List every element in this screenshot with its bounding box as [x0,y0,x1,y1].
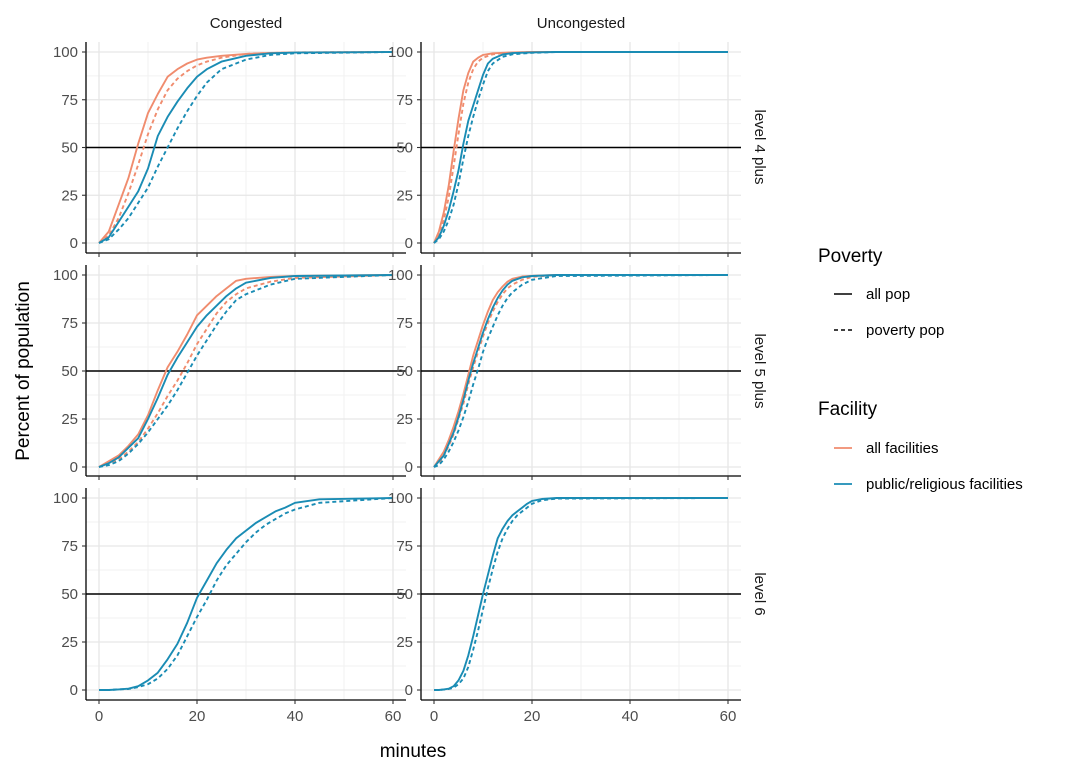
y-tick-label: 25 [396,187,413,204]
x-tick-label: 20 [189,708,206,725]
y-tick-label: 25 [396,634,413,651]
series-line-public-religious-facilities-poverty-pop [434,497,729,691]
strip-label-level-6: level 6 [751,572,768,615]
legend-title-facility: Facility [818,399,878,420]
series-line-public-religious-facilities-all-pop [433,51,728,244]
y-tick-label: 75 [61,538,78,555]
x-tick-label: 60 [385,708,402,725]
series-line-all-facilities-poverty-pop [98,274,394,468]
y-tick-label: 25 [61,187,78,204]
y-tick-label: 100 [53,490,78,507]
y-tick-label: 50 [61,363,78,380]
series-line-public-religious-facilities-all-pop [98,274,394,468]
series-line-all-facilities-all-pop [98,274,394,468]
panel-congested-level-4-plus: 0 25 50 75 100 [53,42,406,257]
panel-uncongested-level-4-plus: 0 25 50 75 100 [388,42,741,257]
panel-congested-level-5-plus: 0 25 50 75 100 [53,265,406,480]
legend-label-all-pop: all pop [866,286,910,303]
series-line-public-religious-facilities-all-pop [433,274,728,468]
y-tick-label: 100 [388,44,413,61]
y-tick-label: 100 [53,267,78,284]
y-tick-label: 0 [405,682,413,699]
strip-label-uncongested: Uncongested [537,15,625,32]
legend: Poverty all pop poverty pop Facility all… [818,246,1023,493]
legend-title-poverty: Poverty [818,246,883,267]
y-tick-label: 75 [396,538,413,555]
legend-label-poverty-pop: poverty pop [866,322,944,339]
y-tick-label: 0 [70,235,78,252]
series-line-public-religious-facilities-poverty-pop [98,51,394,244]
y-tick-label: 50 [61,586,78,603]
y-tick-label: 100 [53,44,78,61]
legend-label-all-facilities: all facilities [866,440,939,457]
panels-layer: 0 25 50 75 100 0 25 50 75 100 0 25 50 75 100 0 25 50 75 100… [53,42,741,725]
y-tick-label: 0 [70,682,78,699]
y-tick-label: 50 [396,140,413,157]
x-tick-label: 20 [524,708,541,725]
legend-label-public-religious-facilities: public/religious facilities [866,476,1023,493]
series-line-public-religious-facilities-all-pop [98,51,394,244]
y-tick-label: 25 [61,411,78,428]
panel-congested-level-6: 0 25 50 75 100 0 20 40 60 [53,488,406,725]
x-tick-label: 40 [622,708,639,725]
series-line-all-facilities-poverty-pop [98,51,394,244]
series-line-public-religious-facilities-all-pop [434,497,728,691]
y-tick-label: 75 [61,315,78,332]
series-line-public-religious-facilities-poverty-pop [433,51,728,244]
strip-label-level-4-plus: level 4 plus [751,109,768,184]
y-tick-label: 75 [396,315,413,332]
strip-label-level-5-plus: level 5 plus [751,333,768,408]
series-line-public-religious-facilities-poverty-pop [433,274,729,468]
panel-uncongested-level-6: 0 25 50 75 100 0 20 40 60 [388,488,741,725]
strip-label-congested: Congested [210,15,283,32]
y-tick-label: 0 [405,235,413,252]
y-tick-label: 100 [388,267,413,284]
y-tick-label: 50 [396,586,413,603]
x-tick-label: 0 [430,708,438,725]
panel-uncongested-level-5-plus: 0 25 50 75 100 [388,265,741,480]
y-axis-title: Percent of population [13,281,34,461]
y-tick-label: 75 [396,92,413,109]
x-tick-label: 40 [287,708,304,725]
x-axis-title: minutes [380,741,447,762]
y-tick-label: 0 [405,459,413,476]
y-tick-label: 25 [61,634,78,651]
series-line-public-religious-facilities-poverty-pop [99,497,394,691]
x-tick-label: 60 [720,708,737,725]
series-line-public-religious-facilities-poverty-pop [98,274,394,468]
y-tick-label: 0 [70,459,78,476]
y-tick-label: 50 [61,140,78,157]
y-tick-label: 50 [396,363,413,380]
y-tick-label: 25 [396,411,413,428]
series-line-all-facilities-all-pop [433,274,728,468]
y-tick-label: 75 [61,92,78,109]
x-tick-label: 0 [95,708,103,725]
y-tick-label: 100 [388,490,413,507]
